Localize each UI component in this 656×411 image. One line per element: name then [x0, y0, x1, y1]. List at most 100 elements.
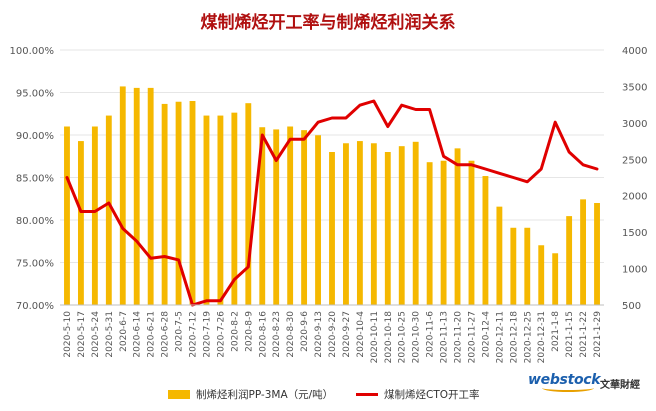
x-axis-tick-label: 2020-12-4: [481, 311, 491, 358]
x-axis-tick-label: 2020-5-31: [105, 311, 115, 358]
left-axis-tick-label: 85.00%: [16, 174, 54, 185]
right-axis-tick-label: 3000: [622, 119, 647, 130]
x-axis-tick-label: 2020-9-6: [300, 311, 310, 352]
x-axis-tick-label: 2021-1-22: [579, 311, 589, 358]
legend: 制烯烃利润PP-3MA（元/吨） 煤制烯烃CTO开工率: [0, 384, 656, 404]
brand-cn-text: 文華財經: [600, 380, 640, 391]
x-axis-tick-label: 2020-12-25: [523, 311, 533, 363]
x-axis-tick-label: 2020-11-13: [440, 311, 450, 363]
bar: [64, 126, 70, 305]
x-axis-tick-label: 2020-5-24: [91, 311, 101, 358]
legend-item-line: 煤制烯烃CTO开工率: [356, 386, 480, 402]
bar: [356, 141, 363, 305]
bar: [524, 227, 531, 305]
bar: [454, 148, 461, 305]
brand-logo: webstock 文華財經: [528, 372, 652, 398]
x-axis-tick-label: 2020-8-16: [258, 311, 268, 358]
x-axis-tick-label: 2020-10-4: [356, 311, 366, 358]
bar: [77, 141, 84, 305]
x-axis-tick-label: 2021-1-29: [593, 311, 603, 358]
bar: [315, 135, 321, 305]
x-axis-tick-label: 2020-11-6: [426, 311, 436, 358]
x-axis-tick-label: 2020-8-2: [230, 311, 240, 352]
right-axis-tick-label: 500: [622, 301, 641, 312]
x-axis-tick-label: 2020-8-23: [272, 311, 282, 358]
bar: [217, 115, 224, 305]
x-axis-tick-label: 2020-6-28: [161, 311, 171, 358]
bar: [245, 103, 252, 305]
right-axis-tick-label: 2000: [622, 192, 647, 203]
bar: [384, 152, 391, 305]
bar: [175, 101, 182, 305]
x-axis-tick-label: 2020-11-27: [467, 311, 477, 363]
bar: [398, 146, 405, 305]
bar: [370, 143, 377, 305]
x-axis-tick-label: 2020-6-14: [133, 311, 143, 358]
x-axis-tick-label: 2021-1-8: [551, 311, 561, 352]
x-axis-tick-label: 2020-7-12: [189, 311, 199, 358]
x-axis-tick-label: 2020-11-20: [454, 311, 464, 364]
legend-line-swatch: [356, 392, 378, 396]
bar: [482, 176, 489, 305]
left-axis-tick-label: 70.00%: [16, 301, 54, 312]
bar: [468, 160, 475, 305]
left-axis-tick-label: 75.00%: [16, 259, 54, 270]
right-axis-tick-label: 1000: [622, 265, 647, 276]
legend-line-label: 煤制烯烃CTO开工率: [384, 388, 480, 401]
bar: [552, 253, 559, 305]
x-axis-tick-label: 2020-7-26: [216, 311, 226, 358]
bar: [594, 203, 600, 305]
bar: [203, 115, 210, 305]
bar: [259, 127, 266, 305]
bar: [301, 130, 308, 305]
x-axis-tick-label: 2020-9-27: [342, 311, 352, 358]
x-axis-tick-label: 2020-12-31: [537, 311, 547, 363]
x-axis-tick-label: 2020-6-7: [119, 311, 129, 352]
x-axis-tick-label: 2020-5-10: [63, 311, 73, 358]
bar: [287, 126, 294, 305]
legend-bar-label: 制烯烃利润PP-3MA（元/吨）: [196, 388, 334, 401]
bar: [119, 86, 126, 305]
x-axis-tick-label: 2020-10-25: [398, 311, 408, 363]
bar: [189, 101, 196, 305]
x-axis-tick-label: 2020-7-19: [202, 311, 212, 358]
bar: [231, 112, 238, 306]
bar: [105, 115, 112, 305]
x-axis-tick-label: 2021-1-15: [565, 311, 575, 358]
x-axis-tick-label: 2020-5-17: [77, 311, 87, 358]
legend-bar-swatch: [168, 389, 190, 399]
x-axis-tick-label: 2020-10-18: [384, 311, 394, 364]
legend-item-bar: 制烯烃利润PP-3MA（元/吨）: [168, 386, 333, 402]
bar: [147, 87, 154, 305]
x-axis-tick-label: 2020-7-5: [175, 311, 185, 352]
right-axis-tick-label: 3500: [622, 82, 647, 93]
bar: [566, 216, 573, 305]
bar: [273, 129, 280, 305]
x-axis-tick-label: 2020-12-18: [509, 311, 519, 364]
bar: [426, 162, 433, 305]
x-axis-tick-label: 2020-9-13: [314, 311, 324, 358]
x-axis-tick-label: 2020-10-30: [412, 311, 422, 364]
bar: [343, 143, 349, 305]
bar: [510, 227, 517, 305]
chart-title: 煤制烯烃开工率与制烯烃利润关系: [200, 13, 456, 33]
bar: [91, 126, 98, 305]
x-axis-tick-label: 2020-12-11: [495, 311, 505, 363]
left-axis-tick-label: 80.00%: [16, 216, 54, 227]
bar: [329, 152, 335, 305]
x-axis-tick-label: 2020-6-21: [147, 311, 157, 358]
x-axis-tick-label: 2020-10-11: [370, 311, 380, 363]
bar: [440, 160, 447, 305]
series-line-cto-rate: [65, 99, 599, 307]
right-axis-tick-label: 2500: [622, 155, 647, 166]
brand-swoosh-icon: [542, 384, 594, 392]
left-axis-tick-label: 100.00%: [10, 46, 55, 57]
bar: [161, 103, 168, 306]
right-axis-tick-label: 1500: [622, 228, 647, 239]
x-axis-tick-label: 2020-8-9: [244, 311, 254, 352]
left-axis-tick-label: 90.00%: [16, 131, 54, 142]
bar: [580, 199, 587, 305]
bar: [496, 206, 503, 305]
